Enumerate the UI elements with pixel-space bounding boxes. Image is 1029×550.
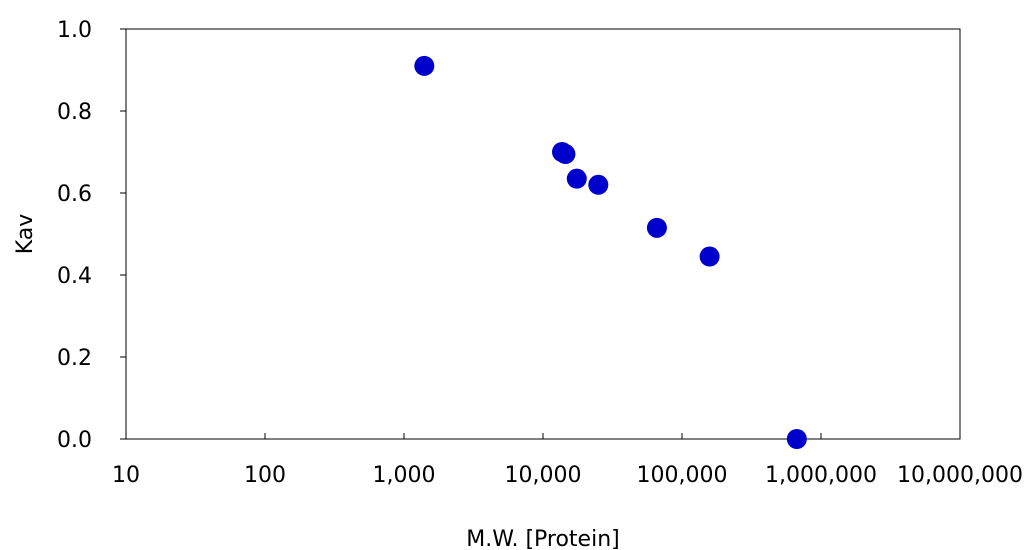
data-point bbox=[555, 144, 576, 165]
y-axis: 0.0 0.2 0.4 0.6 0.8 1.0 bbox=[57, 18, 126, 453]
data-points bbox=[414, 55, 807, 449]
data-point bbox=[566, 168, 587, 189]
y-tick-label: 1.0 bbox=[57, 18, 92, 43]
data-point bbox=[786, 429, 807, 449]
data-point bbox=[699, 246, 720, 267]
y-tick-label: 0.0 bbox=[57, 428, 92, 453]
y-axis-title: Kav bbox=[13, 214, 38, 255]
x-tick-label: 10,000 bbox=[505, 463, 582, 488]
x-tick-label: 10 bbox=[112, 463, 140, 488]
x-tick-label: 100,000 bbox=[637, 463, 728, 488]
x-axis-title: M.W. [Protein] bbox=[466, 527, 619, 550]
y-tick-label: 0.2 bbox=[57, 346, 92, 371]
y-tick-label: 0.4 bbox=[57, 264, 92, 289]
x-tick-label: 1,000 bbox=[373, 463, 436, 488]
x-tick-label: 100 bbox=[244, 463, 286, 488]
x-tick-label: 10,000,000 bbox=[897, 463, 1023, 488]
x-tick-label: 1,000,000 bbox=[765, 463, 877, 488]
data-point bbox=[414, 55, 435, 76]
x-axis: 10 100 1,000 10,000 100,000 1,000,000 10,000,0… bbox=[112, 433, 1023, 488]
plot-area bbox=[125, 28, 961, 440]
data-point bbox=[646, 217, 667, 238]
data-point bbox=[588, 174, 609, 195]
y-tick-label: 0.8 bbox=[57, 100, 92, 125]
y-tick-label: 0.6 bbox=[57, 182, 92, 207]
